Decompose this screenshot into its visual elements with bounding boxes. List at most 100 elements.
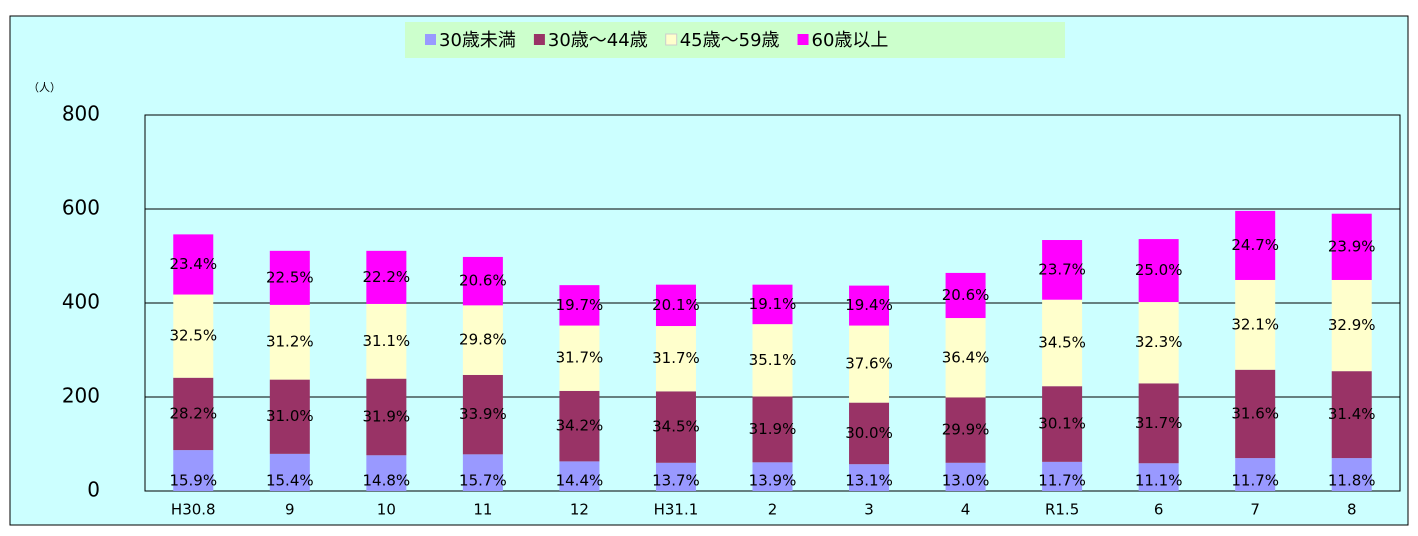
data-label: 19.4% (845, 296, 893, 314)
bar-segment (1138, 239, 1179, 303)
legend-label: 30歳未満 (439, 30, 516, 51)
data-label: 19.7% (556, 296, 604, 314)
data-label: 33.9% (459, 405, 507, 423)
bar-segment (945, 397, 986, 463)
y-tick-label: 0 (87, 478, 100, 502)
bar-segment (366, 378, 407, 456)
data-label: 25.0% (1135, 261, 1183, 279)
data-label: 35.1% (749, 351, 797, 369)
data-label: 31.7% (556, 349, 604, 367)
data-label: 31.7% (652, 349, 700, 367)
x-tick-label: 12 (570, 501, 589, 519)
data-label: 11.1% (1135, 472, 1183, 490)
legend-box (405, 22, 1065, 58)
bar-segment (1235, 458, 1276, 491)
data-label: 34.5% (1038, 333, 1086, 351)
bar-segment (269, 453, 310, 491)
data-label: 31.2% (266, 333, 314, 351)
x-tick-label: H31.1 (654, 501, 699, 519)
data-label: 31.4% (1328, 405, 1376, 423)
bar-segment (752, 324, 793, 397)
x-tick-label: 4 (961, 501, 971, 519)
legend-swatch (797, 34, 809, 45)
data-label: 13.1% (845, 472, 893, 490)
bar-segment (559, 285, 600, 326)
x-tick-label: 9 (285, 501, 295, 519)
bar-segment (173, 294, 214, 378)
data-label: 15.7% (459, 472, 507, 490)
bar-segment (1042, 240, 1083, 300)
data-label: 23.4% (169, 255, 217, 273)
bar-segment (269, 379, 310, 454)
data-label: 22.2% (363, 268, 411, 286)
bar-segment (366, 303, 407, 379)
data-label: 19.1% (749, 295, 797, 313)
bar-segment (1042, 299, 1083, 387)
bar-segment (945, 318, 986, 398)
bar-segment (366, 250, 407, 304)
x-tick-label: 3 (864, 501, 874, 519)
bar-segment (752, 284, 793, 325)
x-tick-label: 8 (1347, 501, 1357, 519)
data-label: 31.9% (363, 407, 411, 425)
y-tick-label: 800 (62, 102, 100, 126)
data-label: 11.8% (1328, 472, 1376, 490)
bar-segment (1042, 461, 1083, 491)
legend-label: 30歳～44歳 (548, 30, 648, 51)
legend-swatch (665, 33, 678, 46)
data-label: 20.6% (942, 286, 990, 304)
bar-segment (1331, 279, 1372, 372)
data-label: 32.5% (169, 327, 217, 345)
bar-segment (1138, 463, 1179, 491)
bar-segment (269, 304, 310, 380)
data-label: 11.7% (1038, 472, 1086, 490)
bar-segment (655, 391, 696, 463)
bar-segment (752, 462, 793, 491)
bar-segment (655, 462, 696, 491)
bar-segment (752, 396, 793, 463)
bar-segment (1331, 213, 1372, 280)
legend-swatch (533, 34, 545, 45)
data-label: 13.9% (749, 472, 797, 490)
data-label: 34.2% (556, 417, 604, 435)
bar-segment (945, 272, 986, 319)
legend-swatch (425, 34, 436, 45)
data-label: 13.0% (942, 472, 990, 490)
x-tick-label: 7 (1250, 501, 1260, 519)
data-label: 37.6% (845, 355, 893, 373)
bar-segment (559, 325, 600, 391)
bar-segment (655, 326, 696, 392)
bar-segment (366, 455, 407, 491)
bar-segment (1138, 302, 1179, 384)
data-label: 13.7% (652, 472, 700, 490)
bar-segment (849, 325, 890, 403)
data-label: 32.9% (1328, 316, 1376, 334)
data-label: 20.6% (459, 272, 507, 290)
bar-segment (269, 250, 310, 305)
bar-segment (1331, 458, 1372, 491)
bar-segment (1235, 210, 1276, 280)
data-label: 31.6% (1231, 404, 1279, 422)
bar-segment (462, 374, 503, 455)
data-label: 30.0% (845, 424, 893, 442)
data-label: 31.0% (266, 407, 314, 425)
bar-segment (173, 234, 214, 295)
bar-segment (1138, 383, 1179, 464)
bar-segment (849, 402, 890, 465)
x-tick-label: 2 (768, 501, 778, 519)
x-tick-label: H30.8 (171, 501, 216, 519)
bar-segment (945, 462, 986, 491)
legend-label: 45歳～59歳 (680, 30, 780, 51)
y-tick-label: 600 (62, 196, 100, 220)
bar-segment (849, 285, 890, 326)
data-label: 31.9% (749, 420, 797, 438)
x-tick-label: 11 (473, 501, 492, 519)
bar-segment (655, 284, 696, 327)
data-label: 24.7% (1231, 236, 1279, 254)
bar-segment (173, 377, 214, 451)
bar-segment (1331, 371, 1372, 459)
x-tick-label: 6 (1154, 501, 1164, 519)
y-tick-label: 200 (62, 384, 100, 408)
data-label: 29.9% (942, 421, 990, 439)
